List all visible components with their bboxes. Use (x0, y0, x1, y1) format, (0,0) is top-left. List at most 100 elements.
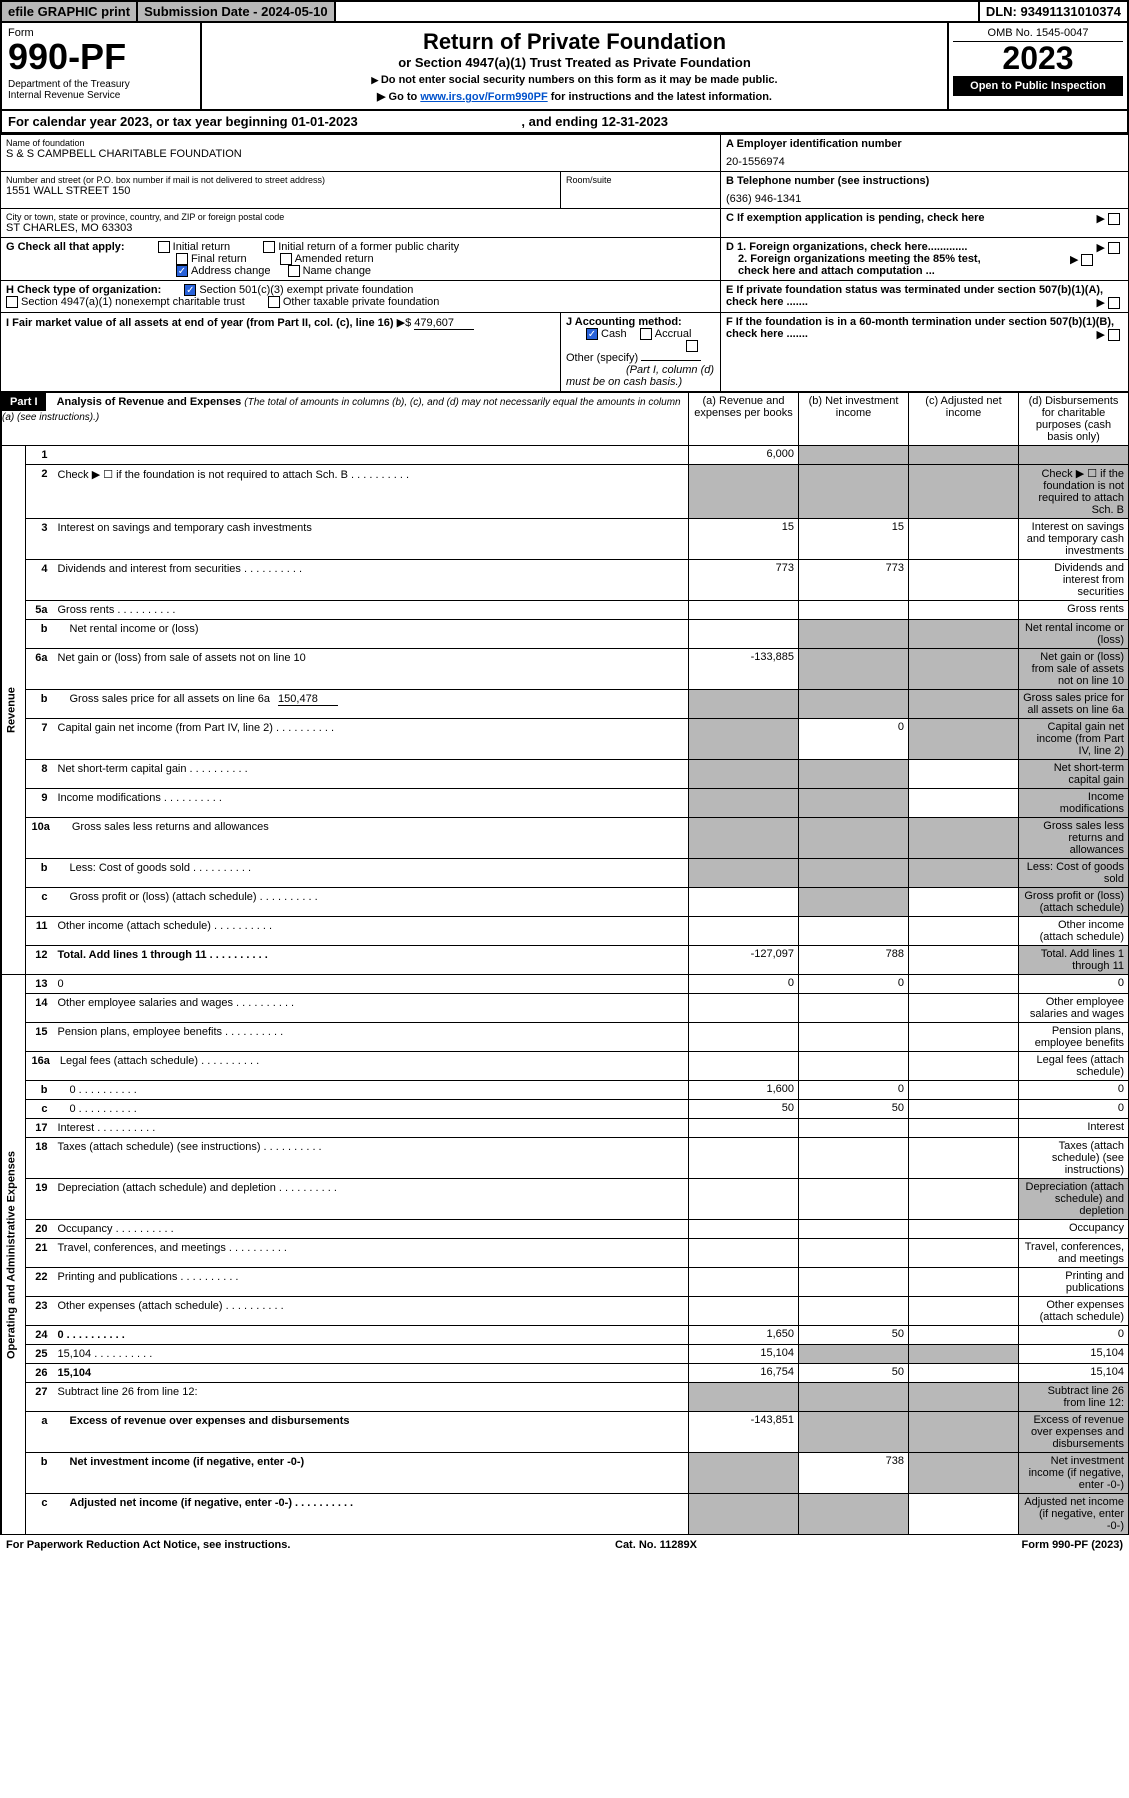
header-right: OMB No. 1545-0047 2023 Open to Public In… (947, 23, 1127, 109)
cell-b (799, 888, 909, 917)
checkbox-f[interactable] (1108, 329, 1120, 341)
checkbox-cash[interactable] (586, 328, 598, 340)
cell-b (799, 1383, 909, 1412)
table-row: Revenue16,000 (1, 446, 1129, 465)
cell-c (909, 1345, 1019, 1364)
cell-c (909, 601, 1019, 620)
cell-b (799, 859, 909, 888)
cell-b (799, 1268, 909, 1297)
ein-label: A Employer identification number (726, 138, 1123, 150)
table-row: 20OccupancyOccupancy (1, 1220, 1129, 1239)
cell-d: 0 (1019, 975, 1129, 994)
cell-d: 0 (1019, 1081, 1129, 1100)
table-row: 14Other employee salaries and wagesOther… (1, 994, 1129, 1023)
table-row: 2615,10416,7545015,104 (1, 1364, 1129, 1383)
room-label: Room/suite (566, 175, 715, 185)
cell-a (689, 1119, 799, 1138)
table-row: cAdjusted net income (if negative, enter… (1, 1494, 1129, 1535)
cell-a (689, 1023, 799, 1052)
checkbox-4947[interactable] (6, 296, 18, 308)
part1-label: Part I (2, 393, 46, 411)
checkbox-d1[interactable] (1108, 242, 1120, 254)
line-desc: Total. Add lines 1 through 11 (54, 946, 689, 964)
checkbox-name-change[interactable] (288, 265, 300, 277)
checkbox-other-acct[interactable] (686, 340, 698, 352)
checkbox-amended[interactable] (280, 253, 292, 265)
checkbox-final[interactable] (176, 253, 188, 265)
cell-c (909, 519, 1019, 560)
cell-d: Net rental income or (loss) (1019, 620, 1129, 649)
cell-c (909, 1494, 1019, 1535)
cell-c (909, 446, 1019, 465)
fmv-value: 479,607 (414, 317, 474, 330)
cell-d: Capital gain net income (from Part IV, l… (1019, 719, 1129, 760)
footer: For Paperwork Reduction Act Notice, see … (0, 1535, 1129, 1555)
cell-b (799, 1239, 909, 1268)
cell-b: 50 (799, 1326, 909, 1345)
cell-c (909, 1138, 1019, 1179)
cell-c (909, 1220, 1019, 1239)
cell-a (689, 1138, 799, 1179)
cell-a (689, 1268, 799, 1297)
checkbox-501c3[interactable] (184, 284, 196, 296)
checkbox-c[interactable] (1108, 213, 1120, 225)
line-number: 13 (26, 975, 54, 993)
line-number: 11 (26, 917, 54, 935)
cell-a (689, 888, 799, 917)
address: 1551 WALL STREET 150 (6, 185, 555, 197)
checkbox-addr-change[interactable] (176, 265, 188, 277)
cell-d: Subtract line 26 from line 12: (1019, 1383, 1129, 1412)
line-number: 1 (26, 446, 54, 464)
checkbox-d2[interactable] (1081, 254, 1093, 266)
line-number: b (26, 859, 54, 877)
efile-label: efile GRAPHIC print (2, 2, 138, 21)
cell-b (799, 1179, 909, 1220)
open-inspection: Open to Public Inspection (953, 76, 1123, 96)
form-title: Return of Private Foundation (208, 29, 941, 55)
line-number: b (26, 620, 54, 638)
line-desc: Other income (attach schedule) (54, 917, 689, 935)
checkbox-initial-pub[interactable] (263, 241, 275, 253)
cell-a (689, 690, 799, 719)
cell-a: 15,104 (689, 1345, 799, 1364)
tax-year: 2023 (953, 42, 1123, 74)
checkbox-initial[interactable] (158, 241, 170, 253)
table-row: 6aNet gain or (loss) from sale of assets… (1, 649, 1129, 690)
cell-b: 0 (799, 719, 909, 760)
section-j-note: (Part I, column (d) must be on cash basi… (566, 364, 714, 388)
form-link[interactable]: www.irs.gov/Form990PF (420, 91, 547, 103)
phone-label: B Telephone number (see instructions) (726, 175, 1123, 187)
checkbox-other-tax[interactable] (268, 296, 280, 308)
line-desc: Net rental income or (loss) (54, 620, 689, 638)
cell-b (799, 465, 909, 519)
line-number: a (26, 1412, 54, 1430)
cell-b (799, 1138, 909, 1179)
checkbox-accrual[interactable] (640, 328, 652, 340)
cell-b: 50 (799, 1100, 909, 1119)
col-c-header: (c) Adjusted net income (909, 393, 1019, 446)
line-number: c (26, 888, 54, 906)
cell-d: Other expenses (attach schedule) (1019, 1297, 1129, 1326)
table-row: 12Total. Add lines 1 through 11-127,0977… (1, 946, 1129, 975)
cell-b (799, 649, 909, 690)
cell-a (689, 1179, 799, 1220)
line-desc: 0 (54, 1100, 689, 1118)
line-desc: Other employee salaries and wages (54, 994, 689, 1012)
cell-a (689, 818, 799, 859)
cell-c (909, 1179, 1019, 1220)
line-number: 19 (26, 1179, 54, 1197)
cell-c (909, 1268, 1019, 1297)
line-desc: Printing and publications (54, 1268, 689, 1286)
cell-d: Gross rents (1019, 601, 1129, 620)
cell-b: 50 (799, 1364, 909, 1383)
cell-d: 0 (1019, 1326, 1129, 1345)
line-desc: 0 (54, 1326, 689, 1344)
checkbox-e[interactable] (1108, 297, 1120, 309)
department: Department of the TreasuryInternal Reven… (8, 79, 194, 101)
line-number: c (26, 1100, 54, 1118)
cell-b (799, 1297, 909, 1326)
table-row: 4Dividends and interest from securities7… (1, 560, 1129, 601)
cell-d: 15,104 (1019, 1364, 1129, 1383)
cell-b (799, 601, 909, 620)
col-d-header: (d) Disbursements for charitable purpose… (1019, 393, 1129, 446)
